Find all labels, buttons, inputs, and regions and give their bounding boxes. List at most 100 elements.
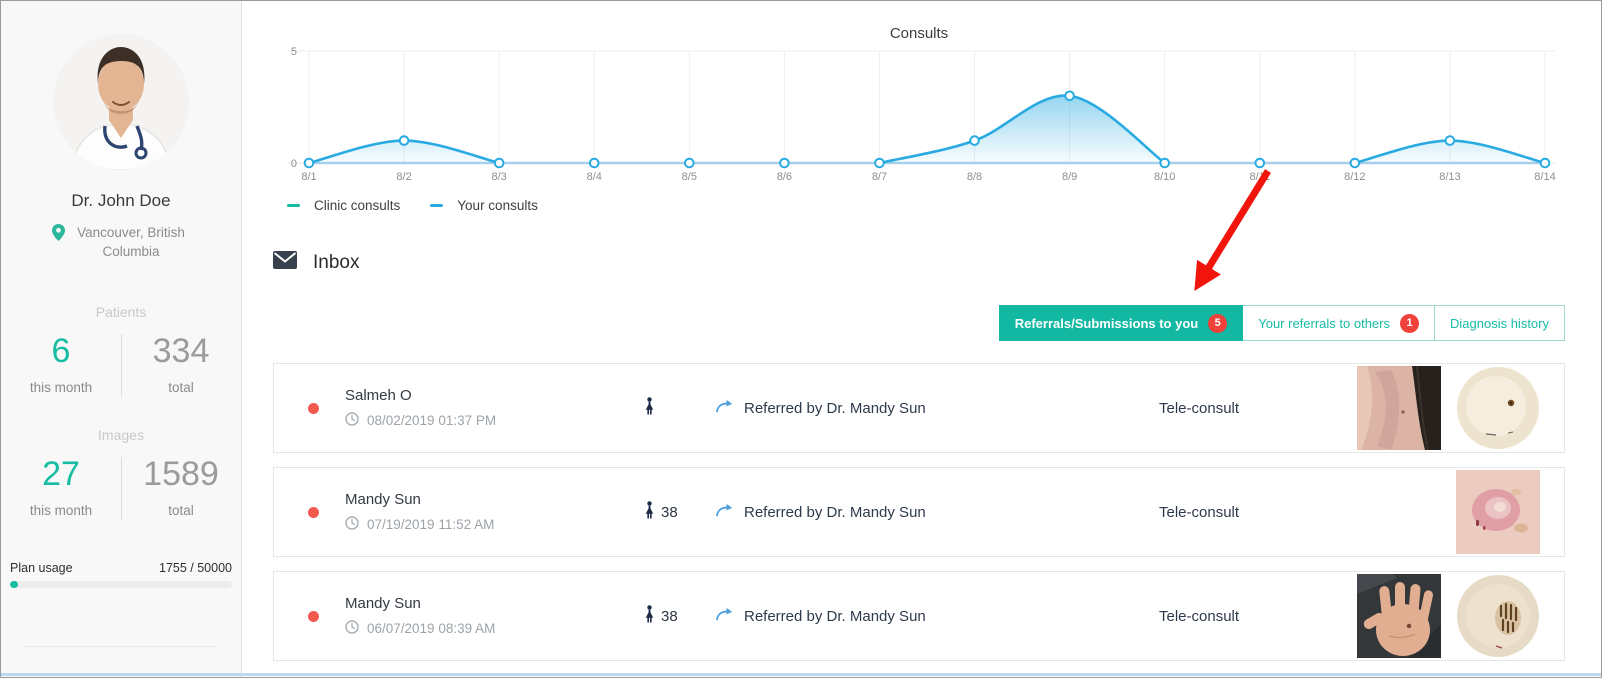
- patients-total-value: 334: [152, 331, 210, 370]
- doctor-avatar: [53, 34, 189, 170]
- person-icon: [643, 605, 656, 627]
- tab-label: Your referrals to others: [1258, 315, 1390, 331]
- inbox-row[interactable]: Mandy Sun 06/07/2019 08:39 AM 38 Referre…: [273, 571, 1565, 661]
- plan-usage-value: 1755 / 50000: [159, 561, 232, 575]
- chart-legend: Clinic consults Your consults: [273, 195, 1565, 215]
- referred-by-text: Referred by Dr. Mandy Sun: [744, 503, 926, 521]
- main-content: Consults 8/1 8/2 8/3 8/4 8/5 8/6 8/7 8/8 8/9 8/10…: [242, 1, 1601, 677]
- unread-dot: [308, 506, 319, 518]
- tab-your-referrals-to-others[interactable]: Your referrals to others 1: [1243, 305, 1435, 341]
- tab-diagnosis-history[interactable]: Diagnosis history: [1435, 305, 1565, 341]
- dermoscopy-thumbnail[interactable]: [1456, 366, 1540, 450]
- timestamp: 07/19/2019 11:52 AM: [367, 517, 495, 532]
- plan-usage-fill: [10, 581, 18, 588]
- inbox-row[interactable]: Mandy Sun 07/19/2019 11:52 AM 38 Referre…: [273, 467, 1565, 557]
- clock-icon: [345, 620, 359, 637]
- svg-text:8/8: 8/8: [967, 171, 982, 183]
- consult-type: Tele-consult: [1159, 607, 1240, 625]
- age-value: 38: [661, 607, 678, 625]
- svg-text:8/1: 8/1: [301, 171, 316, 183]
- case-thumbnails: [1309, 574, 1540, 658]
- age-value: 38: [661, 503, 678, 521]
- location-text: Vancouver, British Columbia: [77, 225, 185, 259]
- envelope-icon: [273, 251, 297, 275]
- legend-label: Clinic consults: [314, 197, 401, 213]
- chart-title: Consults: [889, 25, 949, 42]
- svg-text:8/6: 8/6: [777, 171, 792, 183]
- svg-text:8/14: 8/14: [1534, 171, 1555, 183]
- clock-icon: [345, 412, 359, 429]
- consult-type: Tele-consult: [1159, 399, 1240, 417]
- svg-text:8/2: 8/2: [396, 171, 411, 183]
- inbox-tabs: Referrals/Submissions to you 5 Your refe…: [273, 305, 1565, 341]
- svg-text:0: 0: [291, 158, 297, 170]
- svg-text:5: 5: [291, 46, 297, 58]
- svg-text:8/12: 8/12: [1344, 171, 1365, 183]
- plan-usage-bar: [10, 581, 232, 588]
- patients-total-label: total: [168, 379, 194, 395]
- svg-text:8/5: 8/5: [682, 171, 697, 183]
- images-total-value: 1589: [143, 454, 219, 493]
- patients-header: Patients: [95, 303, 147, 320]
- inbox-header: Inbox: [273, 251, 1565, 275]
- patients-this-month-value: 6: [51, 331, 71, 370]
- images-total-label: total: [168, 502, 194, 518]
- patient-name: Mandy Sun: [345, 595, 421, 612]
- bottom-divider: [1, 673, 1601, 676]
- unread-dot: [308, 402, 319, 414]
- sidebar-divider: [25, 646, 217, 647]
- tab-badge-count: 1: [1400, 313, 1419, 333]
- consults-chart: 8/1 8/2 8/3 8/4 8/5 8/6 8/7 8/8 8/9 8/10 8/11 8/12 8…: [287, 46, 1556, 183]
- skin-photo-thumbnail[interactable]: [1357, 366, 1441, 450]
- patient-age: 38: [643, 605, 715, 627]
- referred-by: Referred by Dr. Mandy Sun: [715, 399, 1089, 418]
- profile-sidebar: Dr. John Doe Vancouver, British Columbia…: [1, 1, 242, 677]
- svg-text:8/10: 8/10: [1154, 171, 1175, 183]
- referral-arrow-icon: [715, 607, 734, 626]
- doctor-name: Dr. John Doe: [71, 191, 171, 210]
- svg-text:8/3: 8/3: [492, 171, 507, 183]
- person-icon: [643, 397, 656, 419]
- patients-stats: 6 this month 334 total: [1, 332, 241, 405]
- consult-type: Tele-consult: [1159, 503, 1240, 521]
- your-consults-swatch: [430, 203, 444, 207]
- referral-arrow-icon: [715, 503, 734, 522]
- svg-text:8/7: 8/7: [872, 171, 887, 183]
- plan-usage-label: Plan usage: [10, 561, 73, 575]
- case-thumbnails: [1309, 366, 1540, 450]
- legend-your-consults: Your consults: [430, 198, 538, 213]
- svg-text:8/13: 8/13: [1439, 171, 1460, 183]
- location-pin-icon: [52, 224, 65, 247]
- referred-by: Referred by Dr. Mandy Sun: [715, 503, 1089, 522]
- inbox-list: Salmeh O 08/02/2019 01:37 PM Referred by…: [273, 363, 1565, 661]
- tab-referrals-submissions-to-you[interactable]: Referrals/Submissions to you 5: [998, 305, 1244, 341]
- images-this-month-label: this month: [29, 502, 93, 518]
- clinic-consults-swatch: [287, 203, 300, 207]
- images-this-month-value: 27: [42, 454, 80, 493]
- timestamp: 08/02/2019 01:37 PM: [367, 413, 497, 428]
- patients-this-month-label: this month: [29, 379, 93, 395]
- images-header: Images: [98, 426, 144, 443]
- patient-info: Mandy Sun 06/07/2019 08:39 AM: [345, 595, 643, 637]
- patient-name: Mandy Sun: [345, 491, 421, 508]
- patient-info: Salmeh O 08/02/2019 01:37 PM: [345, 387, 643, 429]
- tab-label: Diagnosis history: [1450, 315, 1549, 331]
- person-icon: [643, 501, 656, 523]
- legend-clinic-consults: Clinic consults: [287, 198, 400, 213]
- lesion-photo-thumbnail[interactable]: [1456, 470, 1540, 554]
- patient-name: Salmeh O: [345, 387, 412, 404]
- legend-label: Your consults: [457, 197, 538, 213]
- patient-age: [643, 397, 715, 419]
- dermoscopy-mole-thumbnail[interactable]: [1456, 574, 1540, 658]
- images-stats: 27 this month 1589 total: [1, 455, 241, 528]
- doctor-location: Vancouver, British Columbia: [52, 224, 190, 262]
- tab-label: Referrals/Submissions to you: [1014, 315, 1199, 331]
- referred-by-text: Referred by Dr. Mandy Sun: [744, 399, 926, 417]
- inbox-row[interactable]: Salmeh O 08/02/2019 01:37 PM Referred by…: [273, 363, 1565, 453]
- svg-text:8/4: 8/4: [587, 171, 602, 183]
- unread-dot: [308, 610, 319, 622]
- patient-age: 38: [643, 501, 715, 523]
- referral-arrow-icon: [715, 399, 734, 418]
- hand-photo-thumbnail[interactable]: [1357, 574, 1441, 658]
